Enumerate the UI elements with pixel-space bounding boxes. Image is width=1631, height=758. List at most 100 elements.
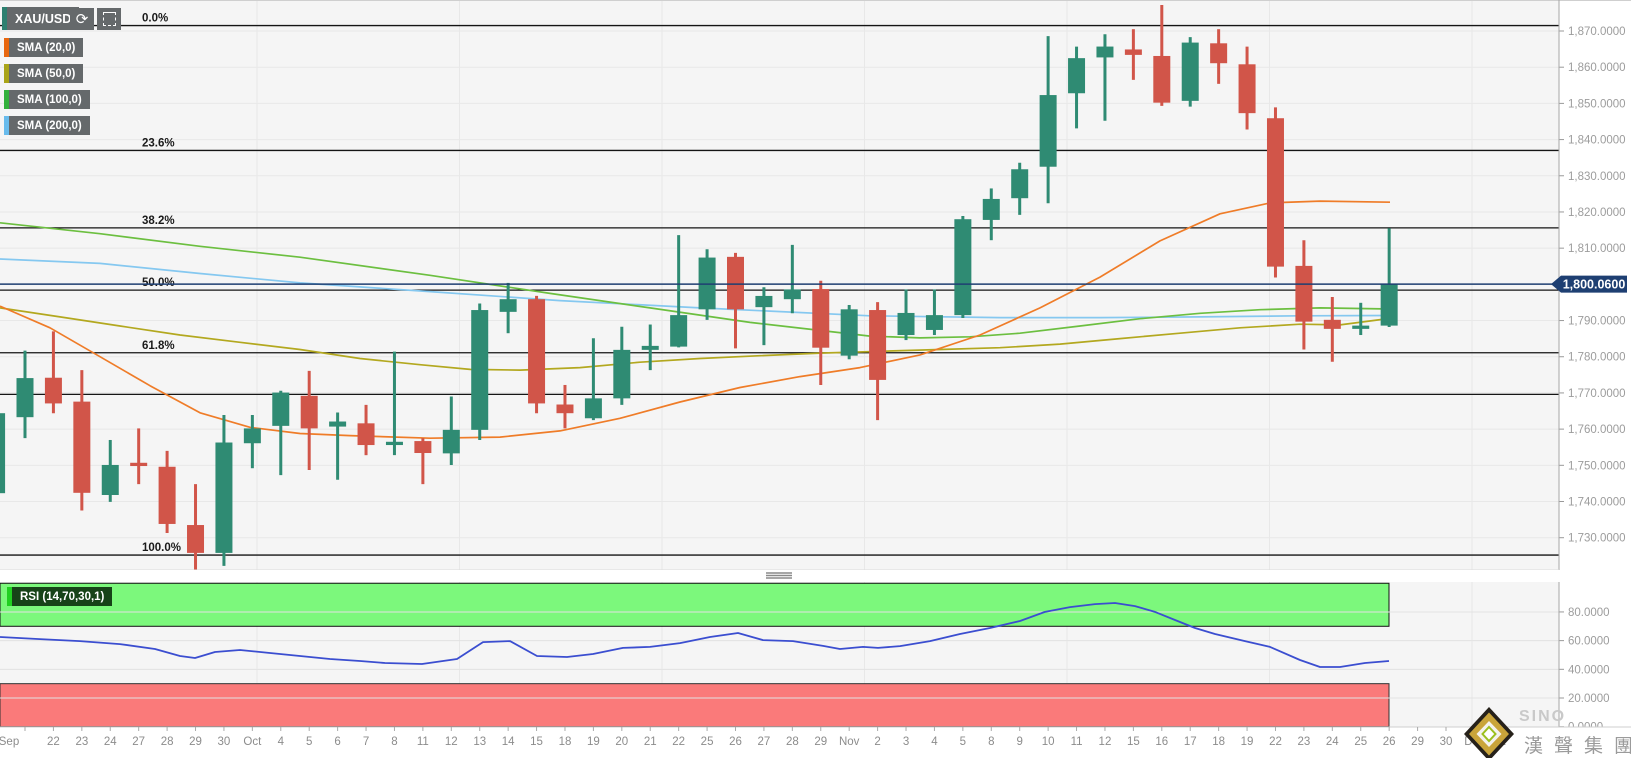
- candle-body: [641, 345, 659, 350]
- fib-label: 0.0%: [142, 13, 168, 25]
- price-axis-label: 1,840.0000: [1568, 135, 1626, 147]
- candle: [840, 304, 858, 360]
- candle: [1210, 29, 1228, 84]
- candle-body: [869, 310, 887, 380]
- date-label: 5: [960, 736, 966, 748]
- symbol-button[interactable]: XAU/USD: [2, 7, 80, 30]
- indicator-chip-rsi[interactable]: RSI (14,70,30,1): [7, 587, 113, 606]
- sma100-label: SMA (100,0): [17, 93, 82, 106]
- candle: [1323, 297, 1341, 362]
- candle: [1238, 46, 1256, 130]
- price-axis-label: 1,780.0000: [1568, 352, 1626, 364]
- candle: [471, 303, 489, 440]
- refresh-button[interactable]: ⟳: [70, 8, 94, 30]
- candle: [357, 404, 375, 456]
- sma50-label: SMA (50,0): [17, 67, 76, 80]
- date-label: 15: [530, 736, 543, 748]
- candle: [1295, 240, 1313, 350]
- candle-body: [613, 349, 631, 399]
- candle-body: [158, 466, 176, 524]
- candle-body: [357, 423, 375, 446]
- sma50-color-bar: [4, 64, 9, 83]
- candle-body: [556, 404, 574, 414]
- candle: [1380, 228, 1398, 328]
- date-label: 13: [473, 736, 486, 748]
- date-label: 23: [1298, 736, 1311, 748]
- date-label: 2: [874, 736, 880, 748]
- candle: [442, 396, 460, 465]
- candle: [1153, 4, 1171, 106]
- price-badge-box: [1561, 275, 1627, 293]
- date-axis-background: [0, 727, 1631, 758]
- sma-line: [0, 221, 1391, 339]
- date-label: 30: [1440, 736, 1453, 748]
- candle-body: [471, 310, 489, 430]
- date-label: 28: [786, 736, 799, 748]
- date-label: 26: [729, 736, 742, 748]
- date-label: 25: [1354, 736, 1367, 748]
- candle: [130, 428, 148, 485]
- candle-body: [499, 299, 517, 312]
- candle: [727, 252, 744, 349]
- indicator-chip-sma200[interactable]: SMA (200,0): [4, 116, 90, 135]
- candle: [783, 244, 801, 314]
- candle: [982, 188, 1000, 241]
- date-label: 24: [1326, 736, 1339, 748]
- fib-label: 38.2%: [142, 215, 175, 227]
- candle-body: [300, 395, 318, 429]
- date-label: 30: [218, 736, 231, 748]
- date-label: 4: [931, 736, 938, 748]
- candle: [584, 338, 602, 421]
- candle-body: [528, 299, 546, 404]
- rsi-line: [0, 602, 1390, 668]
- candle-body: [1352, 325, 1370, 329]
- candle-body: [1295, 265, 1313, 322]
- fib-label: 50.0%: [142, 277, 175, 289]
- candle-body: [44, 377, 62, 404]
- candle: [556, 384, 574, 429]
- candle: [1011, 162, 1029, 215]
- candle-body: [101, 464, 119, 495]
- candle: [670, 235, 688, 348]
- indicator-chip-sma50[interactable]: SMA (50,0): [4, 64, 84, 83]
- indicator-chip-sma100[interactable]: SMA (100,0): [4, 90, 90, 109]
- watermark-logo: [1464, 707, 1514, 758]
- date-label: 11: [1071, 736, 1083, 748]
- watermark-brand: SINO: [1519, 708, 1567, 725]
- price-pane-background: [0, 0, 1559, 570]
- date-label: 19: [587, 736, 600, 748]
- date-label: 28: [161, 736, 174, 748]
- indicator-chip-sma20[interactable]: SMA (20,0): [4, 38, 84, 57]
- date-label: 18: [1212, 736, 1225, 748]
- date-label: 27: [132, 736, 145, 748]
- current-price-badge: 1,800.0600: [1551, 275, 1627, 293]
- date-label: 22: [47, 736, 60, 748]
- sma-line: [0, 200, 1391, 440]
- price-axis-label: 1,830.0000: [1568, 171, 1626, 183]
- date-label: 9: [1016, 736, 1022, 748]
- candle: [414, 438, 432, 485]
- candle: [44, 331, 62, 414]
- candle-body: [187, 525, 205, 553]
- candle-body: [1238, 64, 1256, 114]
- candle-body: [783, 289, 801, 300]
- price-axis-label: 1,810.0000: [1568, 243, 1626, 255]
- date-label: Nov: [839, 736, 860, 748]
- candle-body: [442, 429, 460, 454]
- rsi-axis-label: 40.0000: [1568, 664, 1610, 676]
- candle: [1181, 37, 1199, 107]
- fib-label: 61.8%: [142, 340, 175, 352]
- refresh-icon: ⟳: [75, 11, 89, 28]
- date-label: 23: [75, 736, 88, 748]
- candle-body: [1380, 283, 1398, 326]
- candle: [73, 370, 91, 511]
- sma100-color-bar: [4, 90, 9, 109]
- candle: [187, 484, 205, 570]
- price-scale-button[interactable]: [97, 8, 121, 30]
- candle: [925, 289, 943, 336]
- rsi-oversold-band: [0, 683, 1390, 728]
- date-label: 29: [1411, 736, 1424, 748]
- date-label: 20: [615, 736, 628, 748]
- price-axis-label: 1,870.0000: [1568, 26, 1626, 38]
